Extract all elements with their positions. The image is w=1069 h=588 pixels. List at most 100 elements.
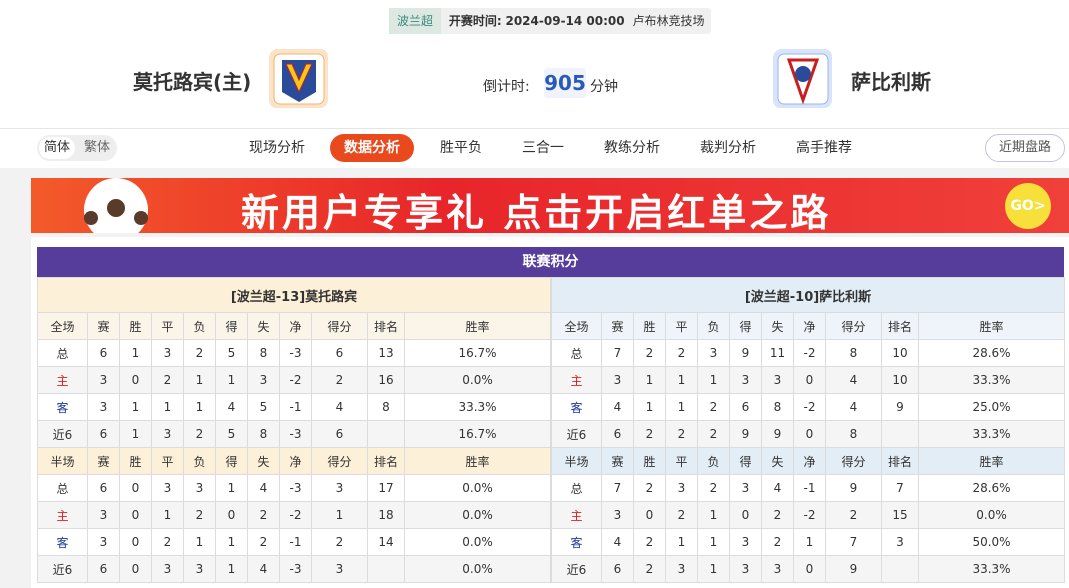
cell: 16.7% xyxy=(403,420,552,448)
cell: -2 xyxy=(793,501,826,529)
column-header: 得 xyxy=(215,447,248,475)
cell: 10 xyxy=(881,366,919,394)
cell: 3 xyxy=(87,393,120,421)
nav-item[interactable]: 现场分析 xyxy=(249,140,305,156)
data-row: 客 4 1 1 2 6 8 -2 4 9 25.0% xyxy=(551,393,1066,421)
cell: 1 xyxy=(311,501,368,529)
cell: 客 xyxy=(37,528,88,556)
column-header: 胜率 xyxy=(917,447,1066,475)
cell: 0 xyxy=(119,501,152,529)
cell: 3 xyxy=(151,339,184,367)
cell: 3 xyxy=(151,555,184,583)
cell: -2 xyxy=(279,366,312,394)
cell: 1 xyxy=(665,366,698,394)
cell: 2 xyxy=(761,501,794,529)
cell: 4 xyxy=(825,393,882,421)
banner-button[interactable]: GO> xyxy=(1005,183,1051,229)
cell: 33.3% xyxy=(403,393,552,421)
away-logo[interactable] xyxy=(772,48,832,108)
cell: 50.0% xyxy=(917,528,1066,556)
cell: 3 xyxy=(311,555,368,583)
cell: 4 xyxy=(247,474,280,502)
cell: 3 xyxy=(183,474,216,502)
countdown-label: 倒计时: xyxy=(483,79,530,95)
data-row: 近6 6 2 2 2 9 9 0 8 33.3% xyxy=(551,420,1066,448)
cell: 1 xyxy=(665,528,698,556)
cell: 1 xyxy=(633,366,666,394)
league[interactable]: 波兰超 xyxy=(389,8,442,34)
column-header: 得分 xyxy=(825,312,882,340)
data-row: 客 3 0 2 1 1 2 -1 2 14 0.0% xyxy=(37,528,552,556)
cell: 9 xyxy=(825,474,882,502)
recent-button[interactable]: 近期盘路 xyxy=(985,134,1065,162)
nav-item[interactable]: 数据分析 xyxy=(330,134,414,162)
cell: 3 xyxy=(183,555,216,583)
cell: 2 xyxy=(633,474,666,502)
cell: 0 xyxy=(215,501,248,529)
cell: 7 xyxy=(601,339,634,367)
cell: 3 xyxy=(247,366,280,394)
column-header: 赛 xyxy=(601,312,634,340)
cell: 5 xyxy=(247,393,280,421)
cell: 8 xyxy=(367,393,405,421)
team-table-title: [波兰超-10]萨比利斯 xyxy=(550,277,1066,313)
cell: 3 xyxy=(311,474,368,502)
lang-option[interactable]: 简体 xyxy=(39,137,75,159)
cell: -3 xyxy=(279,420,312,448)
cell: 3 xyxy=(729,474,762,502)
column-header: 平 xyxy=(151,447,184,475)
data-row: 总 6 1 3 2 5 8 -3 6 13 16.7% xyxy=(37,339,552,367)
column-header: 得 xyxy=(215,312,248,340)
cell: 4 xyxy=(601,528,634,556)
banner-text: 新用户专享礼 点击开启红单之路 xyxy=(241,191,832,233)
nav-item[interactable]: 教练分析 xyxy=(604,140,660,156)
cell: 0 xyxy=(793,555,826,583)
cell: 1 xyxy=(215,528,248,556)
cell: 5 xyxy=(215,420,248,448)
cell: 主 xyxy=(551,501,602,529)
column-header-row: 半场赛胜平负得失净得分 排名 胜率 xyxy=(37,447,552,475)
cell: 6 xyxy=(601,420,634,448)
cell: 6 xyxy=(87,420,120,448)
cell: 28.6% xyxy=(917,474,1066,502)
standings-table: [波兰超-10]萨比利斯 全场赛胜平负得失净得分 排名 胜率总 7 2 2 3 9 11 -2 8 10… xyxy=(550,277,1066,583)
column-header: 失 xyxy=(247,447,280,475)
kickoff: 2024-09-14 00:00 xyxy=(505,14,625,28)
nav-item[interactable]: 胜平负 xyxy=(440,140,482,156)
cell: 2 xyxy=(633,420,666,448)
column-header: 失 xyxy=(761,447,794,475)
cell: 0.0% xyxy=(403,474,552,502)
nav-item[interactable]: 三合一 xyxy=(522,140,564,156)
team-header-row: [波兰超-10]萨比利斯 xyxy=(550,277,1066,313)
data-row: 主 3 0 1 2 0 2 -2 1 18 0.0% xyxy=(37,501,552,529)
cell: 4 xyxy=(247,555,280,583)
cell: 2 xyxy=(247,501,280,529)
cell: -2 xyxy=(793,393,826,421)
cell: 3 xyxy=(881,528,919,556)
cell: -3 xyxy=(279,474,312,502)
cell: 3 xyxy=(729,366,762,394)
cell: -1 xyxy=(279,528,312,556)
nav-item[interactable]: 高手推荐 xyxy=(796,140,852,156)
cell: 4 xyxy=(825,366,882,394)
home-logo[interactable] xyxy=(268,48,328,108)
cell: 总 xyxy=(37,474,88,502)
cell: 1 xyxy=(697,366,730,394)
nav-item[interactable]: 裁判分析 xyxy=(700,140,756,156)
column-header: 胜 xyxy=(119,447,152,475)
cell: 3 xyxy=(151,420,184,448)
column-header: 得分 xyxy=(311,447,368,475)
cell: 0.0% xyxy=(403,501,552,529)
cell: 3 xyxy=(87,528,120,556)
column-header: 胜率 xyxy=(403,312,552,340)
banner[interactable]: 新用户专享礼 点击开启红单之路 GO> xyxy=(31,178,1069,233)
countdown-unit: 分钟 xyxy=(590,79,618,95)
cell: 2 xyxy=(311,528,368,556)
lang-option[interactable]: 繁体 xyxy=(83,140,110,155)
cell: -1 xyxy=(793,474,826,502)
column-header: 净 xyxy=(793,312,826,340)
away-team[interactable]: 萨比利斯 xyxy=(851,70,931,94)
cell: 6 xyxy=(87,555,120,583)
cell: 3 xyxy=(601,501,634,529)
home-team[interactable]: 莫托路宾(主) xyxy=(133,70,252,94)
